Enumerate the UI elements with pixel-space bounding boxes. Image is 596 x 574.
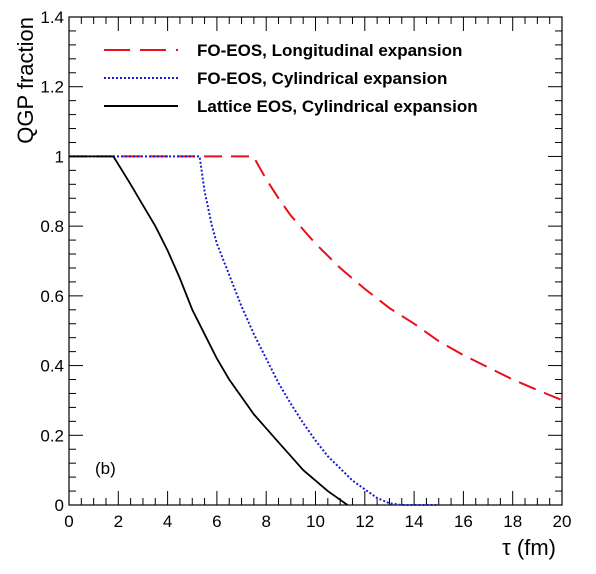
y-axis-title: QGP fraction bbox=[13, 17, 38, 144]
y-tick-label: 0.2 bbox=[40, 426, 64, 445]
x-tick-label: 12 bbox=[355, 512, 374, 531]
x-tick-label: 4 bbox=[163, 512, 172, 531]
panel-label: (b) bbox=[95, 459, 116, 478]
x-tick-label: 2 bbox=[114, 512, 123, 531]
axis-ticks bbox=[68, 16, 563, 506]
y-tick-label: 0.8 bbox=[40, 217, 64, 236]
series-line-3 bbox=[69, 155, 349, 506]
x-tick-label: 8 bbox=[261, 512, 270, 531]
x-tick-label: 0 bbox=[64, 512, 73, 531]
x-tick-label: 14 bbox=[405, 512, 424, 531]
tick-labels: 0 2 4 6 8 10 12 14 16 18 20 0 0.2 0.4 0.6 0.8 1 1.2 1.4 bbox=[40, 8, 571, 531]
series-lines bbox=[69, 155, 568, 506]
legend-label-1: FO-EOS, Longitudinal expansion bbox=[197, 41, 462, 60]
y-tick-label: 0 bbox=[55, 496, 64, 515]
legend: FO-EOS, Longitudinal expansion FO-EOS, Cy… bbox=[104, 41, 478, 116]
x-axis-title: τ (fm) bbox=[502, 535, 556, 560]
x-tick-label: 20 bbox=[553, 512, 572, 531]
x-tick-label: 6 bbox=[212, 512, 221, 531]
y-tick-label: 1.4 bbox=[40, 8, 64, 27]
y-tick-label: 1.2 bbox=[40, 78, 64, 97]
x-tick-label: 18 bbox=[503, 512, 522, 531]
legend-label-3: Lattice EOS, Cylindrical expansion bbox=[197, 97, 478, 116]
plot-frame bbox=[68, 16, 563, 506]
y-tick-label: 0.4 bbox=[40, 357, 64, 376]
series-line-1 bbox=[69, 155, 568, 404]
y-tick-label: 1 bbox=[55, 147, 64, 166]
x-tick-label: 10 bbox=[306, 512, 325, 531]
legend-label-2: FO-EOS, Cylindrical expansion bbox=[197, 69, 447, 88]
y-tick-label: 0.6 bbox=[40, 287, 64, 306]
x-tick-label: 16 bbox=[454, 512, 473, 531]
series-line-2 bbox=[69, 155, 439, 506]
